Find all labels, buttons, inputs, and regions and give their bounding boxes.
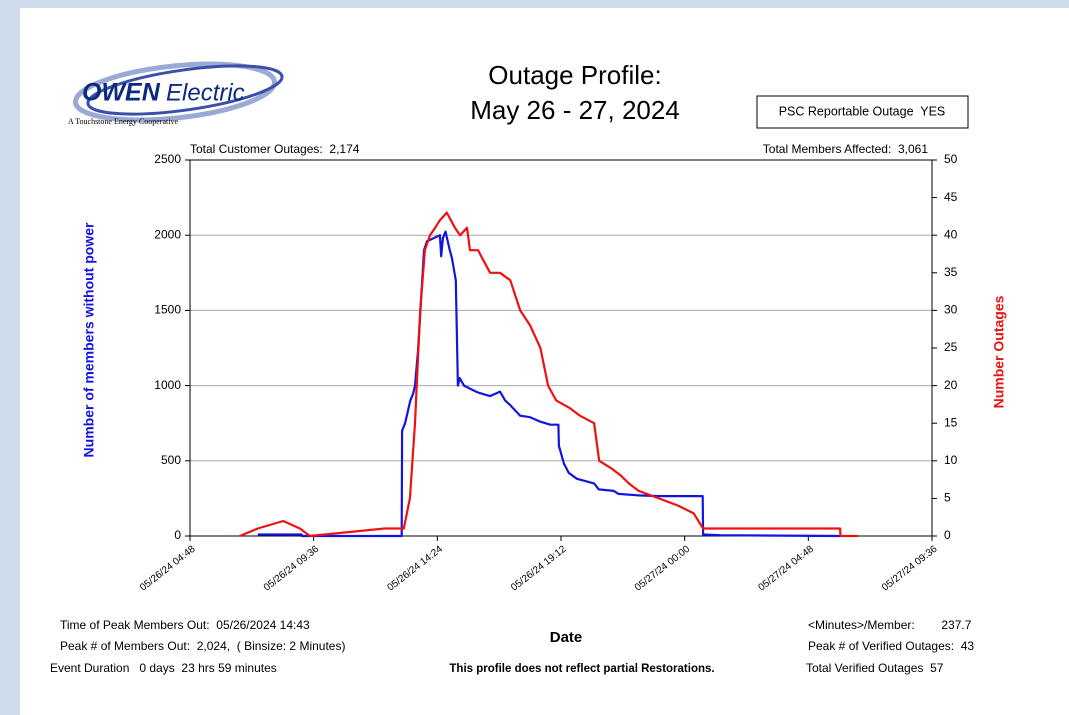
x-tick-label: 05/27/24 04:48 [756,544,816,594]
x-tick-label: 05/26/24 04:48 [138,544,198,594]
series-line [239,211,859,538]
x-axis-label: Date [550,629,583,646]
y-tick-label: 0 [174,528,181,542]
y2-tick-label: 25 [944,340,958,354]
x-tick-label: 05/26/24 19:12 [509,544,569,594]
outage-report: OWEN Electric A Touchstone Energy Cooper… [50,60,1007,675]
x-tick-label: 05/27/24 00:00 [633,544,693,594]
x-tick-label: 05/26/24 14:24 [385,544,445,594]
y2-tick-label: 20 [944,378,958,392]
plot-frame [189,159,933,537]
stat-right: Peak # of Verified Outages: 43 [808,639,974,653]
y2-tick-label: 45 [944,190,958,204]
y-tick-label: 2500 [154,152,181,166]
logo-tagline: A Touchstone Energy Cooperative [68,117,178,126]
stat-left: Event Duration 0 days 23 hrs 59 minutes [50,661,277,675]
y2-tick-label: 0 [944,528,951,542]
stat-left: Time of Peak Members Out: 05/26/2024 14:… [60,618,310,632]
y2-tick-label: 50 [944,152,958,166]
top-right-note: Total Members Affected: 3,061 [763,142,929,156]
y-tick-label: 1000 [154,378,181,392]
logo-brand: OWEN [82,79,161,107]
footnote: This profile does not reflect partial Re… [449,663,714,675]
y-axis-label: Number of members without power [81,222,97,457]
stat-right: <Minutes>/Member: 237.7 [808,618,972,632]
y-tick-label: 2000 [154,227,181,241]
report-page: OWEN Electric A Touchstone Energy Cooper… [20,8,1069,715]
logo: OWEN Electric A Touchstone Energy Cooper… [68,61,284,126]
stat-right: Total Verified Outages 57 [806,661,944,675]
y2-axis-label: Number Outages [991,295,1007,408]
y-tick-label: 1500 [154,303,181,317]
series-line [257,230,841,538]
y2-tick-label: 10 [944,453,958,467]
logo-swoosh [73,61,277,123]
top-left-note: Total Customer Outages: 2,174 [190,142,360,156]
logo-brand-rest: Electric [166,79,245,106]
badge-text: PSC Reportable Outage YES [779,104,946,118]
logo-swoosh [86,64,284,116]
y-tick-label: 500 [161,453,181,467]
x-tick-label: 05/26/24 09:36 [262,544,322,594]
x-tick-label: 05/27/24 09:36 [880,544,940,594]
chart-subtitle: May 26 - 27, 2024 [470,95,680,125]
y2-tick-label: 40 [944,227,958,241]
y2-tick-label: 5 [944,491,951,505]
y2-tick-label: 35 [944,265,958,279]
stat-left: Peak # of Members Out: 2,024, ( Binsize:… [60,639,345,653]
y2-tick-label: 15 [944,415,958,429]
badge-box [756,95,969,129]
chart-title: Outage Profile: [488,60,661,90]
y2-tick-label: 30 [944,303,958,317]
